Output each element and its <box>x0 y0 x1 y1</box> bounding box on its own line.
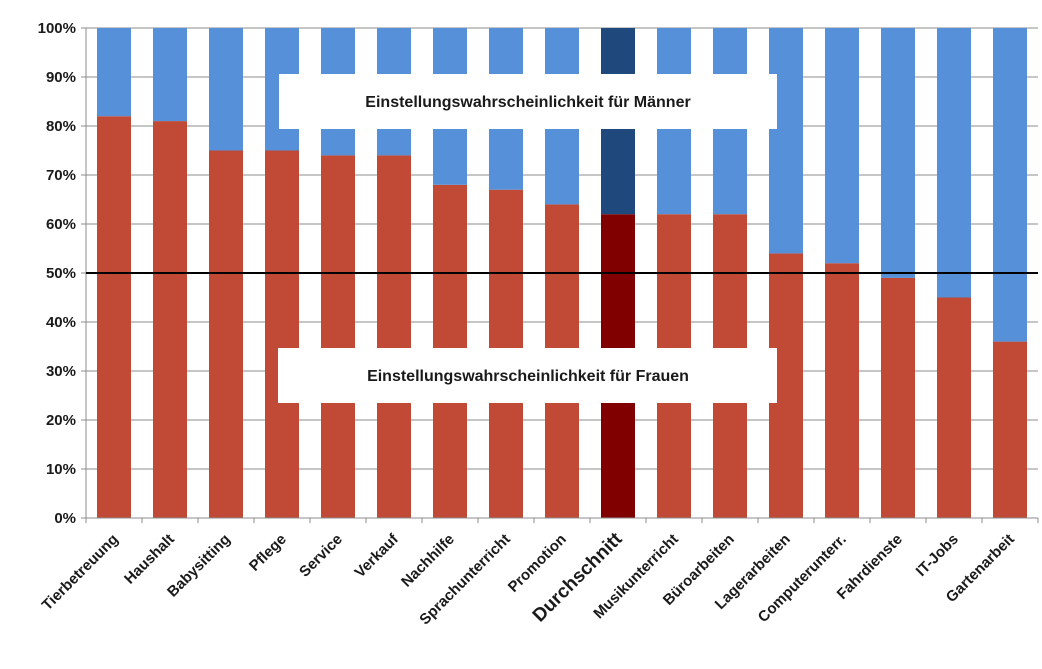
banner-women: Einstellungswahrscheinlichkeit für Fraue… <box>278 348 777 403</box>
bar-men <box>209 28 243 151</box>
y-tick-label: 100% <box>38 20 76 37</box>
bar-women <box>881 277 915 518</box>
y-tick-label: 20% <box>46 412 76 429</box>
y-tick-label: 50% <box>46 265 76 282</box>
bar-men <box>153 28 187 122</box>
y-tick-label: 0% <box>54 510 76 527</box>
y-tick-label: 80% <box>46 118 76 135</box>
y-tick-label: 70% <box>46 167 76 184</box>
bar-women <box>377 155 411 518</box>
y-tick-label: 60% <box>46 216 76 233</box>
banner-men-box <box>279 74 777 129</box>
bar-men <box>937 28 971 298</box>
y-tick-label: 30% <box>46 363 76 380</box>
bar-men <box>825 28 859 264</box>
bar-women <box>321 155 355 518</box>
banner-men-label: Einstellungswahrscheinlichkeit für Männe… <box>365 94 690 111</box>
y-tick-label: 10% <box>46 461 76 478</box>
bar-women <box>153 121 187 518</box>
bar-men <box>993 28 1027 342</box>
bar-women <box>825 263 859 518</box>
bar-women <box>937 297 971 518</box>
y-tick-label: 90% <box>46 69 76 86</box>
bar-women <box>993 341 1027 518</box>
bar-women <box>265 150 299 518</box>
bar-women <box>209 150 243 518</box>
banner-women-box <box>278 348 777 403</box>
bar-women <box>97 116 131 518</box>
banner-men: Einstellungswahrscheinlichkeit für Männe… <box>279 74 777 129</box>
banner-women-label: Einstellungswahrscheinlichkeit für Fraue… <box>367 368 689 385</box>
y-tick-label: 40% <box>46 314 76 331</box>
bar-men <box>881 28 915 278</box>
bar-men <box>97 28 131 117</box>
bar-men <box>769 28 803 254</box>
y-tick-labels: 0% 10% 20% 30% 40% 50% 60% 70% 80% 90% 100% <box>38 20 86 527</box>
